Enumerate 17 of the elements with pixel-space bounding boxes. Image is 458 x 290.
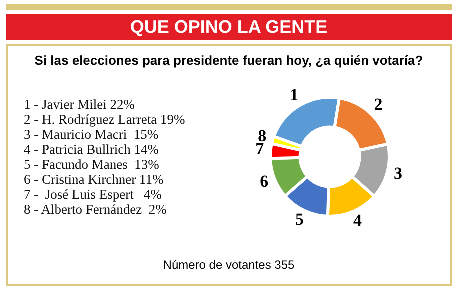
text: 3 - Mauricio Macri 15% [24,127,160,142]
slice-label: 3 [394,164,402,184]
slice-label: 6 [260,172,269,192]
slice-label: 5 [296,210,304,230]
text: 2 - H. Rodríguez Larreta 19% [24,112,186,127]
slice-label: 1 [290,86,299,105]
slice-label: 2 [374,95,383,114]
text: 4 - Patricia Bullrich 14% [24,142,160,157]
text: 6 - Cristina Kirchner 11% [24,172,165,187]
text: 8 - Alberto Fernández 2% [24,202,168,217]
chart-title: QUE OPINO LA GENTE [6,14,452,40]
text: 5 - Facundo Manes 13% [24,157,160,172]
slice-label: 4 [354,211,363,230]
chart-subtitle: Si las elecciones para presidente fueran hoy, ¿a quién votaría? [34,53,424,68]
text: Número de votantes 355 [162,258,296,272]
text: 1 - Javier Milei 22% [24,97,136,112]
text: 7 - José Luis Espert 4% [24,187,163,202]
